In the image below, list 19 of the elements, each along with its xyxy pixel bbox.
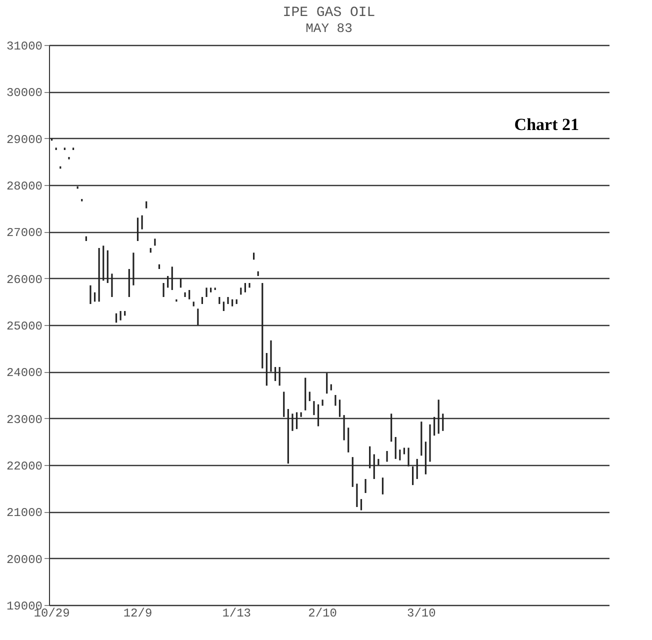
x-tick-label: 2/10 bbox=[308, 606, 337, 620]
y-tick-label: 25000 bbox=[6, 320, 42, 334]
y-tick-label: 23000 bbox=[6, 412, 42, 427]
y-tick-label: 21000 bbox=[6, 506, 42, 520]
y-tick-label: 24000 bbox=[6, 366, 42, 380]
y-tick-label: 28000 bbox=[6, 180, 42, 194]
y-tick-label: 22000 bbox=[6, 460, 42, 474]
y-tick-label: 31000 bbox=[6, 40, 42, 54]
x-tick-label: 12/9 bbox=[123, 606, 152, 620]
y-tick-label: 20000 bbox=[6, 552, 42, 567]
chart-subtitle: MAY 83 bbox=[306, 21, 352, 36]
annotation: Chart 21 bbox=[514, 115, 579, 134]
y-tick-label: 30000 bbox=[6, 86, 42, 100]
x-tick-label: 1/13 bbox=[222, 606, 252, 620]
y-tick-label: 27000 bbox=[6, 226, 42, 240]
y-tick-label: 26000 bbox=[6, 272, 42, 287]
chart-title: IPE GAS OIL bbox=[282, 5, 376, 21]
y-tick-label: 29000 bbox=[6, 132, 42, 147]
x-tick-label: 3/10 bbox=[406, 606, 436, 620]
